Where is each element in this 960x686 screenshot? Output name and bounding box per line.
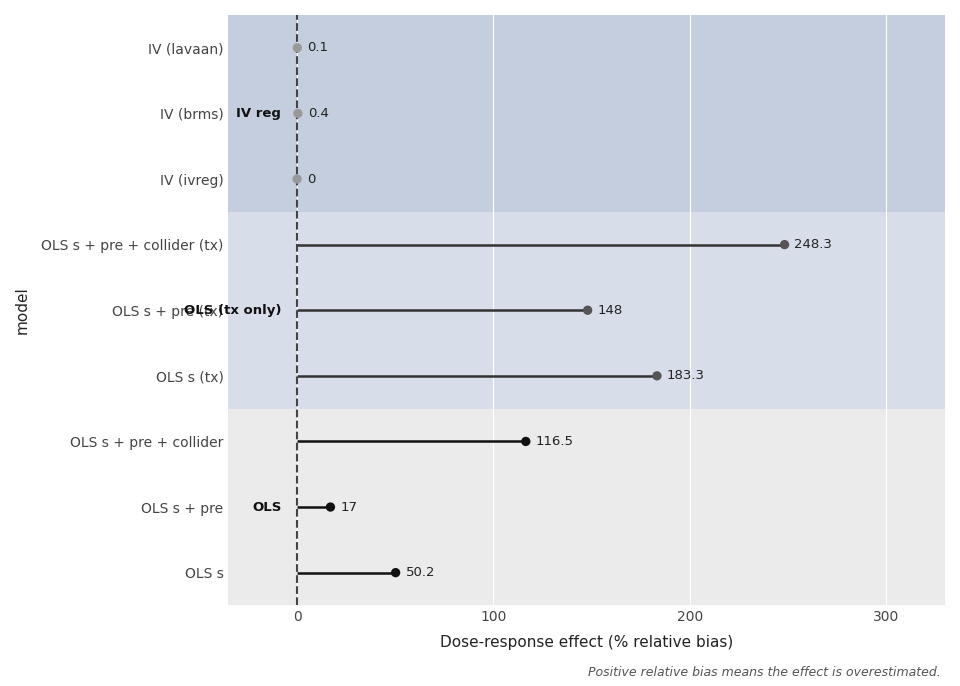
Point — [777, 239, 792, 250]
Bar — [228, 81, 945, 146]
Text: 17: 17 — [340, 501, 357, 514]
Point — [323, 501, 338, 512]
Text: Positive relative bias means the effect is overestimated.: Positive relative bias means the effect … — [588, 666, 941, 679]
Bar — [228, 212, 945, 277]
Point — [580, 305, 595, 316]
Point — [289, 174, 304, 185]
Text: 183.3: 183.3 — [667, 369, 705, 382]
Bar — [228, 15, 945, 81]
Text: 0: 0 — [307, 172, 315, 185]
Text: 148: 148 — [597, 304, 623, 317]
Bar — [228, 146, 945, 212]
Text: 248.3: 248.3 — [795, 238, 832, 251]
Text: 116.5: 116.5 — [536, 435, 574, 448]
Point — [649, 370, 664, 381]
Text: 0.4: 0.4 — [307, 107, 328, 120]
Text: OLS: OLS — [252, 501, 281, 514]
Bar — [228, 277, 945, 343]
Point — [518, 436, 534, 447]
Text: IV reg: IV reg — [236, 107, 281, 120]
Point — [388, 567, 403, 578]
Point — [290, 108, 305, 119]
Point — [290, 43, 305, 54]
Y-axis label: model: model — [15, 286, 30, 334]
X-axis label: Dose-response effect (% relative bias): Dose-response effect (% relative bias) — [440, 635, 733, 650]
Text: 50.2: 50.2 — [405, 566, 435, 579]
Text: 0.1: 0.1 — [307, 41, 328, 54]
Text: OLS (tx only): OLS (tx only) — [184, 304, 281, 317]
Bar — [228, 343, 945, 409]
